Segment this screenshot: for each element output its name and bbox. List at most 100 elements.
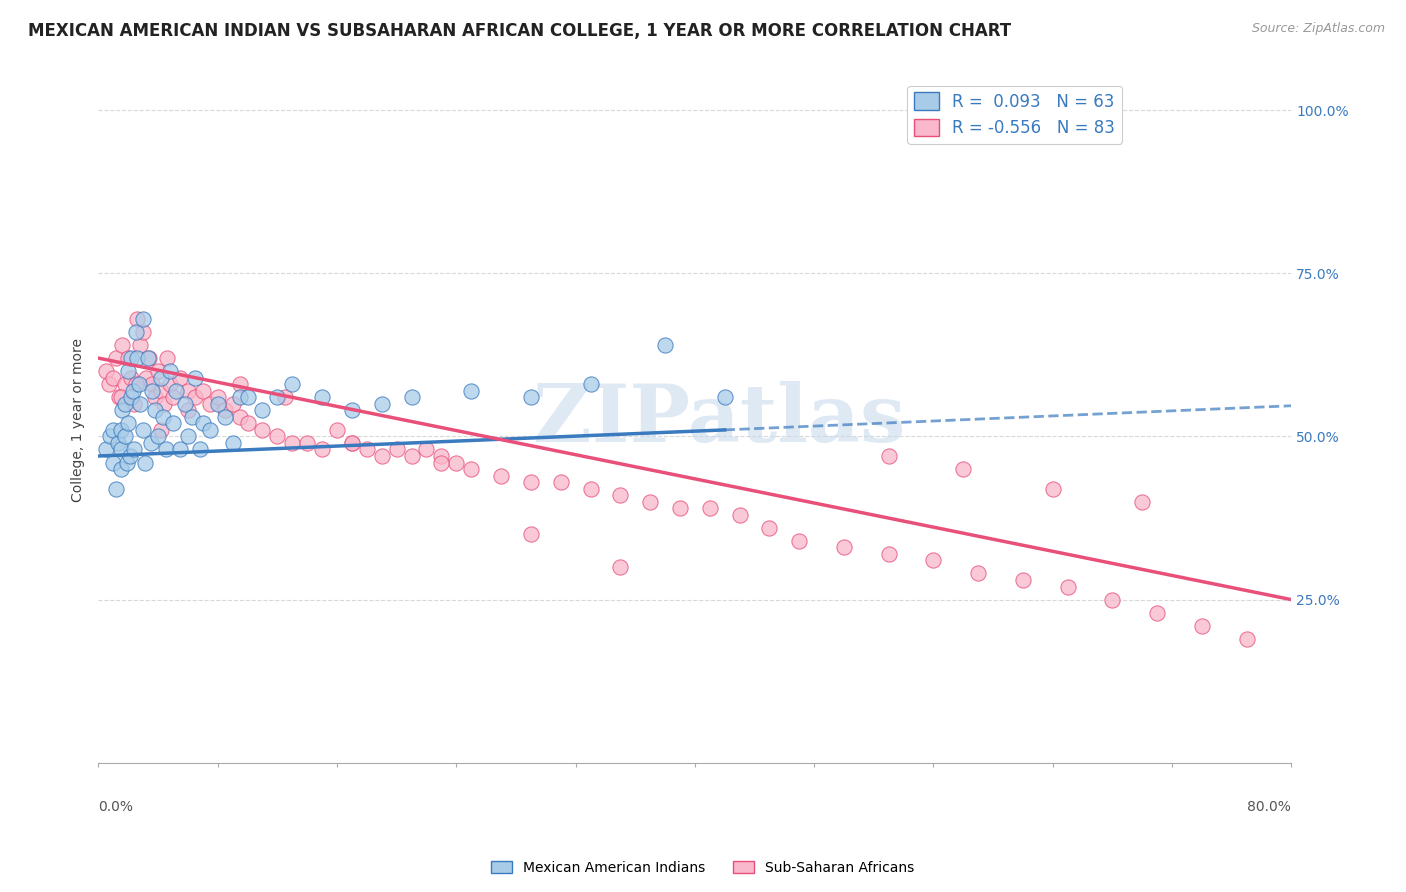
Point — [155, 442, 177, 457]
Point — [609, 560, 631, 574]
Point — [550, 475, 572, 489]
Point — [181, 409, 204, 424]
Point — [105, 482, 128, 496]
Point — [129, 338, 152, 352]
Text: MEXICAN AMERICAN INDIAN VS SUBSAHARAN AFRICAN COLLEGE, 1 YEAR OR MORE CORRELATIO: MEXICAN AMERICAN INDIAN VS SUBSAHARAN AF… — [28, 22, 1011, 40]
Point — [191, 384, 214, 398]
Point — [184, 390, 207, 404]
Point — [115, 456, 138, 470]
Point — [252, 403, 274, 417]
Point — [156, 351, 179, 365]
Point — [150, 423, 173, 437]
Point — [401, 390, 423, 404]
Point — [125, 377, 148, 392]
Point — [207, 390, 229, 404]
Point — [188, 442, 211, 457]
Point — [1146, 606, 1168, 620]
Point — [200, 397, 222, 411]
Point — [214, 409, 236, 424]
Point — [117, 351, 139, 365]
Point — [356, 442, 378, 457]
Point — [460, 384, 482, 398]
Point — [221, 397, 243, 411]
Point — [143, 390, 166, 404]
Point — [118, 449, 141, 463]
Point — [110, 390, 132, 404]
Point — [177, 403, 200, 417]
Point — [107, 436, 129, 450]
Point — [460, 462, 482, 476]
Point — [127, 351, 149, 365]
Point — [214, 403, 236, 417]
Point — [221, 436, 243, 450]
Point — [281, 436, 304, 450]
Point — [98, 429, 121, 443]
Point — [103, 370, 125, 384]
Point — [579, 377, 602, 392]
Point — [832, 541, 855, 555]
Point — [114, 429, 136, 443]
Point — [1236, 632, 1258, 646]
Point — [654, 338, 676, 352]
Point — [103, 456, 125, 470]
Point — [371, 449, 394, 463]
Point — [129, 397, 152, 411]
Point — [132, 312, 155, 326]
Point — [122, 442, 145, 457]
Point — [169, 370, 191, 384]
Point — [150, 370, 173, 384]
Point — [728, 508, 751, 522]
Point — [162, 417, 184, 431]
Point — [340, 403, 363, 417]
Point — [236, 417, 259, 431]
Point — [669, 501, 692, 516]
Point — [311, 442, 333, 457]
Point — [94, 442, 117, 457]
Point — [110, 423, 132, 437]
Point — [609, 488, 631, 502]
Point — [520, 527, 543, 541]
Point — [311, 390, 333, 404]
Text: ZIPatlas: ZIPatlas — [533, 381, 905, 459]
Text: Source: ZipAtlas.com: Source: ZipAtlas.com — [1251, 22, 1385, 36]
Point — [141, 377, 163, 392]
Point — [489, 468, 512, 483]
Point — [758, 521, 780, 535]
Point — [340, 436, 363, 450]
Point — [1056, 580, 1078, 594]
Point — [1042, 482, 1064, 496]
Point — [579, 482, 602, 496]
Point — [326, 423, 349, 437]
Point — [699, 501, 721, 516]
Point — [877, 449, 900, 463]
Point — [184, 370, 207, 384]
Point — [136, 351, 159, 365]
Point — [174, 397, 197, 411]
Point — [177, 429, 200, 443]
Point — [132, 325, 155, 339]
Point — [877, 547, 900, 561]
Point — [134, 456, 156, 470]
Point — [103, 423, 125, 437]
Legend: Mexican American Indians, Sub-Saharan Africans: Mexican American Indians, Sub-Saharan Af… — [486, 855, 920, 880]
Point — [1012, 573, 1035, 587]
Point — [952, 462, 974, 476]
Point — [430, 456, 453, 470]
Point — [446, 456, 468, 470]
Point — [135, 370, 157, 384]
Point — [274, 390, 297, 404]
Point — [787, 533, 810, 548]
Text: 0.0%: 0.0% — [98, 800, 134, 814]
Point — [1191, 618, 1213, 632]
Point — [200, 423, 222, 437]
Point — [159, 377, 181, 392]
Point — [266, 429, 288, 443]
Point — [162, 390, 184, 404]
Point — [117, 364, 139, 378]
Point — [281, 377, 304, 392]
Point — [120, 390, 142, 404]
Point — [1101, 592, 1123, 607]
Point — [143, 403, 166, 417]
Point — [146, 429, 169, 443]
Point — [146, 364, 169, 378]
